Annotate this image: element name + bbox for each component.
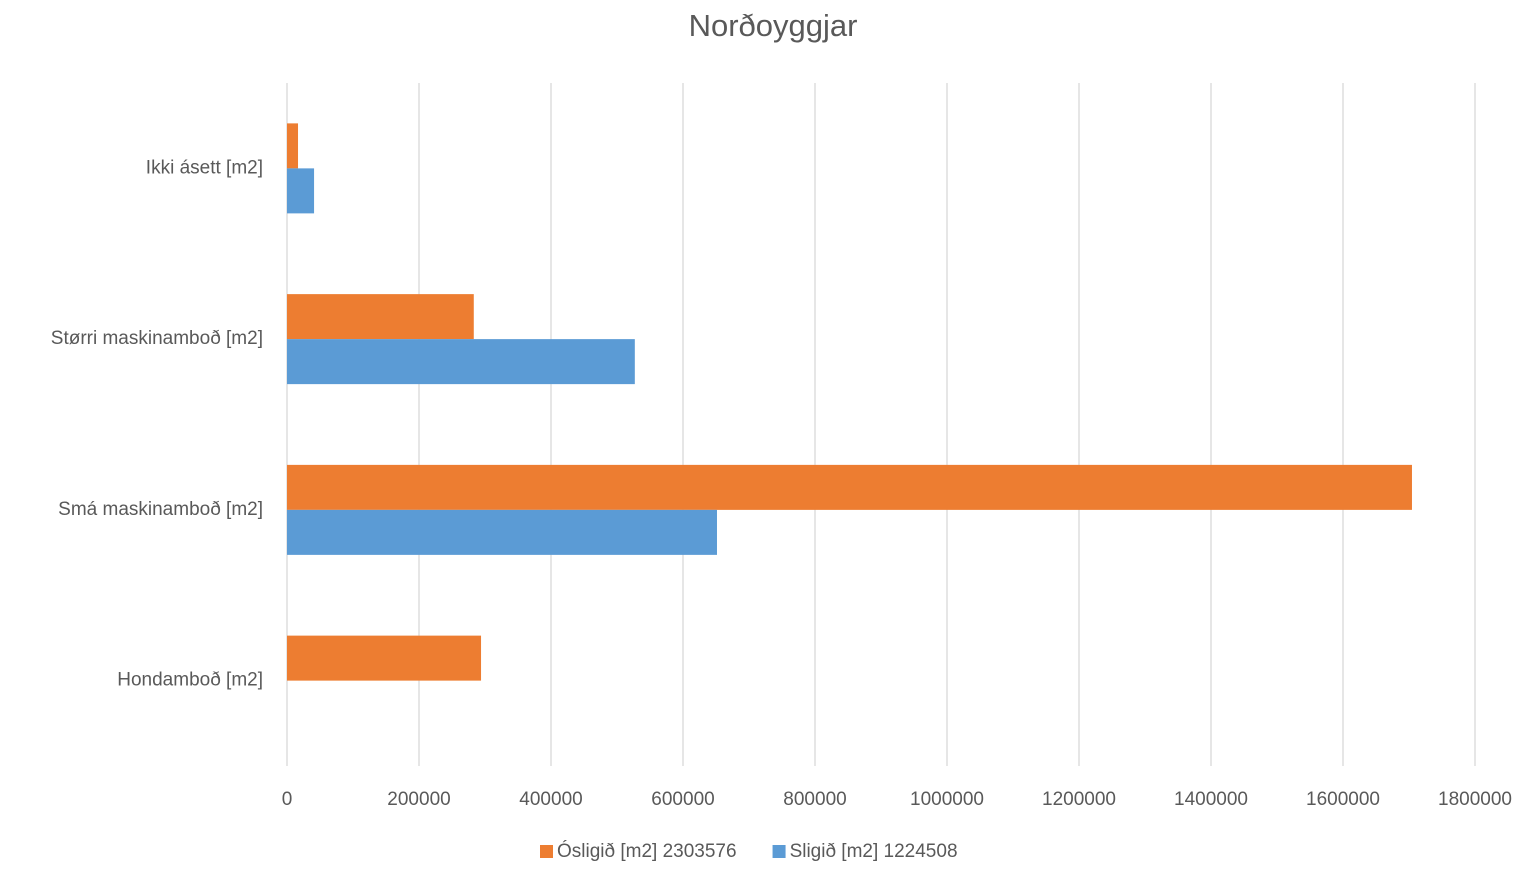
legend-label: Sligið [m2] 1224508 [790, 841, 958, 862]
x-tick-label: 400000 [519, 789, 582, 810]
legend-label: Ósligið [m2] 2303576 [557, 840, 737, 862]
legend-swatch [772, 845, 786, 858]
y-tick-label: Ikki ásett [m2] [146, 157, 263, 178]
bar [287, 294, 474, 340]
bar [287, 123, 299, 169]
y-tick-label: Smá maskinamboð [m2] [58, 499, 263, 520]
x-tick-label: 800000 [783, 789, 846, 810]
x-tick-label: 0 [282, 789, 293, 810]
y-tick-label: Hondamboð [m2] [117, 670, 263, 691]
x-tick-label: 200000 [387, 789, 450, 810]
bar [287, 168, 315, 214]
y-tick-label: Størri maskinamboð [m2] [51, 328, 263, 349]
legend-swatch [540, 845, 553, 858]
x-tick-label: 1000000 [910, 789, 984, 810]
x-tick-label: 1800000 [1438, 789, 1512, 810]
bar [287, 464, 1412, 510]
bar [287, 635, 482, 681]
chart-title: Norðoyggjar [689, 8, 858, 43]
x-tick-label: 1200000 [1042, 789, 1116, 810]
x-tick-label: 600000 [651, 789, 714, 810]
x-tick-label: 1400000 [1174, 789, 1248, 810]
x-tick-label: 1600000 [1306, 789, 1380, 810]
bar [287, 509, 717, 555]
bar [287, 339, 635, 385]
